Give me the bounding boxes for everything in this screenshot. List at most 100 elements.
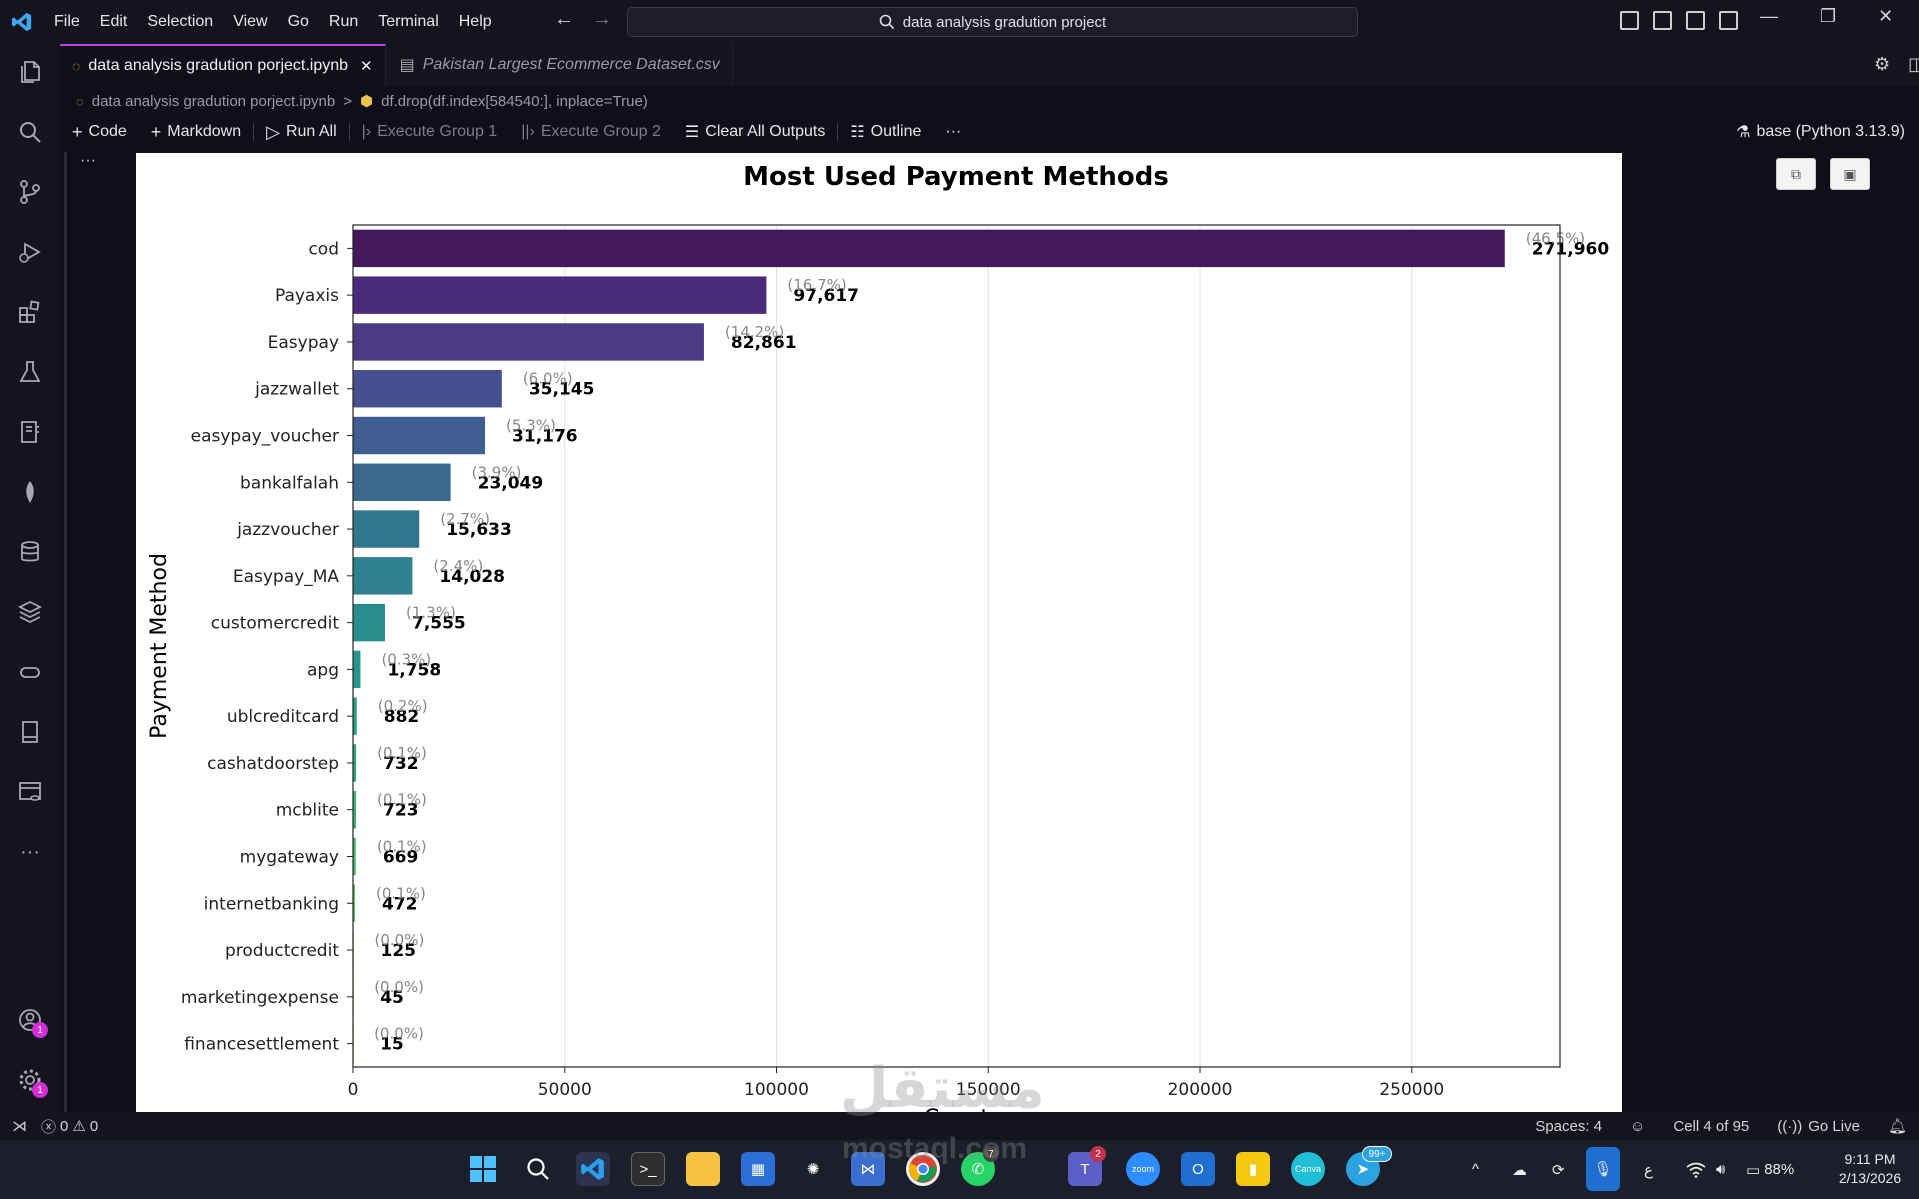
- terminal-taskbar-icon[interactable]: >_: [631, 1152, 665, 1186]
- tab-notebook[interactable]: ◌ data analysis gradution porject.ipynb …: [60, 44, 386, 86]
- store-taskbar-icon[interactable]: ▦: [741, 1152, 775, 1186]
- copy-output-icon[interactable]: ⧉: [1776, 158, 1816, 190]
- chatgpt-taskbar-icon[interactable]: ✺: [806, 1161, 820, 1178]
- remote-capsule-icon[interactable]: [14, 656, 46, 688]
- whatsapp-taskbar-icon[interactable]: ✆ 7: [961, 1146, 999, 1186]
- execute-group-2-label: Execute Group 2: [540, 123, 661, 140]
- problems-indicator[interactable]: ⓧ 0 ⚠ 0: [41, 1116, 98, 1137]
- teams-badge: 2: [1090, 1146, 1106, 1162]
- vs-taskbar-icon[interactable]: ⋈: [851, 1152, 885, 1186]
- book-icon[interactable]: [14, 716, 46, 748]
- command-center-search[interactable]: data analysis gradution project: [627, 7, 1358, 37]
- mongodb-leaf-icon[interactable]: [14, 476, 46, 508]
- value-label: 14,028: [439, 567, 505, 587]
- microphone-icon[interactable]: 🎙︎: [1586, 1147, 1620, 1191]
- split-editor-icon[interactable]: ◫: [1908, 54, 1919, 74]
- cell-position[interactable]: Cell 4 of 95: [1673, 1117, 1750, 1135]
- percent-label: (16.7%): [787, 276, 846, 294]
- window-controls: — ❐ ✕: [1760, 6, 1893, 27]
- teams-taskbar-icon[interactable]: T 2: [1068, 1146, 1106, 1186]
- menu-terminal[interactable]: Terminal: [378, 13, 439, 30]
- cell-output-more-button[interactable]: ···: [80, 152, 96, 169]
- battery-indicator[interactable]: ▭ 88%: [1746, 1140, 1794, 1199]
- source-control-icon[interactable]: [14, 176, 46, 208]
- file-explorer-taskbar-icon[interactable]: [686, 1152, 720, 1186]
- menu-go[interactable]: Go: [287, 13, 309, 30]
- telegram-badge: 99+: [1362, 1146, 1392, 1162]
- breadcrumb-cell[interactable]: df.drop(df.index[584540:], inplace=True): [381, 92, 648, 110]
- y-tick-label: mcblite: [276, 801, 339, 821]
- show-hidden-icons-chevron-icon[interactable]: ^: [1472, 1161, 1480, 1178]
- menu-edit[interactable]: Edit: [99, 13, 128, 30]
- chrome-taskbar-icon[interactable]: [906, 1152, 940, 1186]
- extensions-icon[interactable]: [14, 296, 46, 328]
- run-all-icon: ▷: [266, 121, 280, 142]
- toggle-panel-icon[interactable]: [1686, 11, 1705, 30]
- copilot-icon[interactable]: ☺: [1630, 1117, 1646, 1135]
- vscode-logo-icon: [0, 0, 44, 44]
- bar-easypay_voucher: [353, 416, 486, 455]
- close-window-icon[interactable]: ✕: [1878, 6, 1894, 26]
- execute-group-1-button[interactable]: |› Execute Group 1: [350, 123, 510, 141]
- minimize-icon[interactable]: —: [1760, 6, 1778, 26]
- execute-group-2-button[interactable]: ||› Execute Group 2: [509, 123, 673, 141]
- menu-view[interactable]: View: [233, 13, 268, 30]
- telegram-taskbar-icon[interactable]: ➤ 99+: [1346, 1146, 1392, 1186]
- percent-label: (2.7%): [440, 510, 490, 528]
- menu-selection[interactable]: Selection: [147, 13, 214, 30]
- more-views-icon[interactable]: ···: [20, 840, 40, 863]
- run-debug-icon[interactable]: [14, 236, 46, 268]
- onedrive-cloud-icon[interactable]: ☁: [1512, 1161, 1527, 1179]
- jupyter-notebook-icon[interactable]: [14, 416, 46, 448]
- wifi-icon[interactable]: [1686, 1140, 1706, 1199]
- menu-file[interactable]: File: [54, 13, 80, 30]
- toggle-secondary-sidebar-icon[interactable]: [1719, 11, 1738, 30]
- add-code-button[interactable]: + Code: [60, 122, 139, 143]
- data-wrangler-icon[interactable]: [14, 776, 46, 808]
- battery-percent: 88%: [1764, 1161, 1795, 1178]
- clear-outputs-button[interactable]: ☰ Clear All Outputs: [673, 122, 837, 142]
- taskbar-search-icon[interactable]: [521, 1152, 555, 1186]
- vscode-taskbar-icon[interactable]: [576, 1152, 610, 1186]
- percent-label: (0.1%): [377, 744, 427, 762]
- x-tick-label: 0: [348, 1080, 359, 1100]
- kernel-picker[interactable]: ⚗ base (Python 3.13.9): [1736, 122, 1905, 142]
- back-arrow-icon[interactable]: ←: [554, 8, 574, 30]
- run-all-button[interactable]: ▷ Run All: [254, 122, 349, 143]
- save-output-icon[interactable]: ▣: [1830, 158, 1870, 190]
- forward-arrow-icon[interactable]: →: [592, 8, 612, 30]
- explorer-icon[interactable]: [14, 56, 46, 88]
- go-live-button[interactable]: ((·)) Go Live: [1777, 1118, 1860, 1135]
- input-language[interactable]: ع: [1644, 1161, 1653, 1179]
- start-windows-icon[interactable]: [466, 1152, 500, 1186]
- breadcrumb-file[interactable]: data analysis gradution porject.ipynb: [91, 92, 336, 110]
- tab-csv[interactable]: ▤ Pakistan Largest Ecommerce Dataset.csv: [388, 44, 733, 86]
- close-tab-icon[interactable]: ✕: [360, 58, 373, 75]
- indentation-indicator[interactable]: Spaces: 4: [1535, 1117, 1603, 1135]
- database-icon[interactable]: [14, 536, 46, 568]
- powerbi-taskbar-icon[interactable]: ▮: [1236, 1152, 1270, 1186]
- settings-gear-icon[interactable]: ⚙: [1874, 54, 1891, 74]
- toggle-primary-sidebar-icon[interactable]: [1653, 11, 1672, 30]
- menu-run[interactable]: Run: [328, 13, 359, 30]
- accounts-icon[interactable]: 1: [14, 1004, 48, 1038]
- outline-button[interactable]: ☷ Outline: [838, 122, 933, 142]
- add-markdown-button[interactable]: + Markdown: [139, 122, 253, 143]
- zoom-taskbar-icon[interactable]: zoom: [1126, 1152, 1160, 1186]
- toolbar-more-button[interactable]: ···: [945, 123, 962, 140]
- volume-icon[interactable]: 🔊︎: [1716, 1161, 1726, 1178]
- restore-icon[interactable]: ❐: [1820, 6, 1837, 26]
- search-sidebar-icon[interactable]: [14, 116, 46, 148]
- layers-icon[interactable]: [14, 596, 46, 628]
- manage-gear-icon[interactable]: 1: [14, 1064, 48, 1098]
- notifications-bell-icon[interactable]: 🔔︎: [1887, 1118, 1907, 1135]
- canva-taskbar-icon[interactable]: Canva: [1291, 1152, 1325, 1186]
- sync-icon[interactable]: ⟳: [1552, 1161, 1565, 1179]
- value-label: 669: [383, 848, 419, 868]
- menu-help[interactable]: Help: [458, 13, 492, 30]
- customize-layout-icon[interactable]: [1620, 11, 1639, 30]
- testing-flask-icon[interactable]: [14, 356, 46, 388]
- outlook-taskbar-icon[interactable]: O: [1181, 1152, 1215, 1186]
- system-clock[interactable]: 9:11 PM 2/13/2026: [1828, 1150, 1912, 1188]
- remote-indicator-icon[interactable]: ⋊: [12, 1118, 27, 1135]
